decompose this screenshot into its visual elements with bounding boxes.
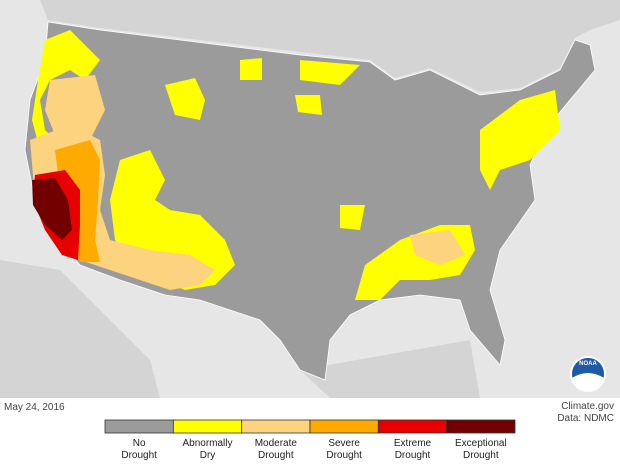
- legend-label: Drought: [395, 450, 431, 461]
- drought-area: [32, 178, 72, 240]
- drought-area: [340, 205, 475, 300]
- legend-label: Drought: [258, 450, 294, 461]
- legend-label: Severe: [328, 438, 360, 449]
- drought-areas: [30, 30, 560, 300]
- legend: NoDroughtAbnormallyDryModerateDroughtSev…: [104, 419, 516, 461]
- legend-label: Drought: [463, 450, 499, 461]
- us-land: [24, 21, 596, 381]
- legend-swatch: [241, 419, 311, 434]
- legend-swatch: [377, 419, 448, 434]
- legend-label: Extreme: [394, 438, 432, 449]
- legend-swatch: [309, 419, 379, 434]
- legend-swatch: [172, 419, 243, 434]
- drought-area: [410, 230, 465, 265]
- credit-line: Climate.gov: [561, 401, 614, 412]
- legend-label: No: [133, 438, 146, 449]
- date: May 24, 2016: [4, 402, 65, 413]
- noaa-logo: NOAA: [570, 356, 606, 392]
- legend-label: Dry: [200, 450, 216, 461]
- legend-swatch: [104, 419, 174, 434]
- land-neighbors: [0, 0, 620, 398]
- legend-label: Exceptional: [455, 438, 507, 449]
- credit-line: Data: NDMC: [557, 413, 614, 424]
- drought-area: [480, 90, 560, 190]
- legend-label: Abnormally: [182, 438, 232, 449]
- legend-label: Moderate: [255, 438, 298, 449]
- drought-area: [165, 58, 360, 120]
- legend-label: Drought: [326, 450, 362, 461]
- drought-area: [32, 30, 100, 150]
- legend-label: Drought: [121, 450, 157, 461]
- logo-text: NOAA: [579, 361, 597, 367]
- legend-swatch: [446, 419, 516, 434]
